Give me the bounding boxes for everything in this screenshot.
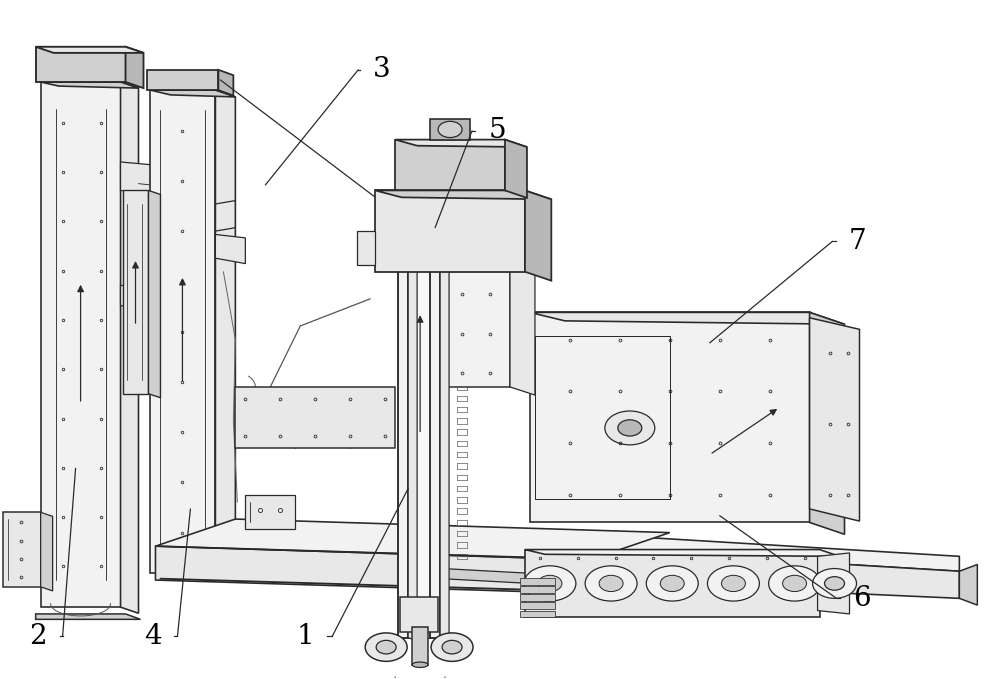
Polygon shape [520, 594, 555, 601]
Polygon shape [408, 217, 417, 641]
Polygon shape [215, 90, 235, 580]
Text: 7: 7 [849, 227, 866, 255]
Circle shape [599, 575, 623, 591]
Text: 5: 5 [488, 117, 506, 145]
Text: 4: 4 [144, 623, 161, 650]
Circle shape [376, 640, 396, 654]
Circle shape [707, 566, 759, 601]
Text: 2: 2 [29, 623, 46, 650]
Circle shape [721, 575, 745, 591]
Polygon shape [430, 539, 959, 598]
Circle shape [585, 566, 637, 601]
Polygon shape [150, 90, 235, 97]
Polygon shape [41, 82, 139, 88]
Polygon shape [510, 244, 535, 395]
Polygon shape [400, 597, 438, 632]
Polygon shape [530, 312, 845, 325]
Polygon shape [36, 614, 140, 619]
Circle shape [538, 575, 562, 591]
Polygon shape [150, 90, 215, 573]
Polygon shape [408, 217, 430, 638]
Polygon shape [41, 82, 121, 607]
Polygon shape [530, 312, 810, 522]
Polygon shape [121, 162, 150, 194]
Polygon shape [520, 586, 555, 593]
Polygon shape [398, 217, 408, 638]
Circle shape [813, 568, 857, 598]
Circle shape [438, 122, 462, 138]
Polygon shape [147, 70, 218, 90]
Polygon shape [215, 234, 245, 263]
Polygon shape [440, 217, 449, 641]
Polygon shape [36, 47, 126, 82]
Circle shape [769, 566, 821, 601]
Polygon shape [505, 140, 527, 198]
Polygon shape [525, 190, 551, 280]
Polygon shape [959, 564, 977, 605]
Polygon shape [245, 496, 295, 529]
Polygon shape [121, 285, 145, 309]
Polygon shape [36, 47, 143, 53]
Polygon shape [375, 190, 551, 200]
Polygon shape [121, 82, 139, 613]
Polygon shape [395, 140, 505, 190]
Polygon shape [440, 244, 510, 387]
Text: 1: 1 [296, 623, 314, 650]
Polygon shape [375, 190, 525, 272]
Polygon shape [155, 546, 590, 593]
Text: 6: 6 [853, 585, 870, 612]
Polygon shape [520, 610, 555, 617]
Circle shape [605, 411, 655, 445]
Polygon shape [525, 549, 820, 617]
Circle shape [646, 566, 698, 601]
Polygon shape [430, 568, 530, 583]
Circle shape [825, 576, 845, 590]
Circle shape [431, 633, 473, 661]
Polygon shape [218, 70, 233, 96]
Polygon shape [430, 524, 959, 571]
Polygon shape [123, 190, 148, 394]
Polygon shape [525, 549, 840, 556]
Polygon shape [520, 578, 555, 585]
Polygon shape [148, 190, 160, 398]
Polygon shape [357, 231, 375, 265]
Polygon shape [395, 140, 527, 147]
Circle shape [524, 566, 576, 601]
Circle shape [660, 575, 684, 591]
Polygon shape [126, 47, 143, 88]
Polygon shape [810, 318, 860, 521]
Circle shape [783, 575, 807, 591]
Polygon shape [520, 602, 555, 609]
Polygon shape [818, 553, 850, 614]
Circle shape [618, 420, 642, 436]
Text: 3: 3 [373, 56, 391, 84]
Circle shape [365, 633, 407, 661]
Polygon shape [412, 627, 428, 665]
Polygon shape [235, 387, 395, 448]
Circle shape [442, 640, 462, 654]
Polygon shape [41, 512, 53, 591]
Polygon shape [3, 512, 41, 587]
Polygon shape [430, 120, 470, 140]
Polygon shape [155, 519, 670, 559]
Polygon shape [430, 217, 440, 638]
Polygon shape [810, 312, 845, 534]
Ellipse shape [412, 662, 428, 667]
